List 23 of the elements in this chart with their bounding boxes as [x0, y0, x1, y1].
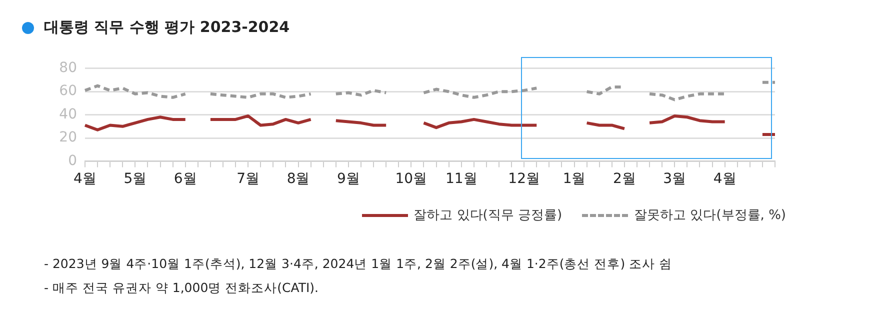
legend-label: 잘하고 있다(직무 긍정률) — [414, 207, 562, 224]
text: - 2023년 9월 4주·10월 1주(추석), 12월 3·4주, 2024년 1월 1주, 2월 2주(설), 4월 1·2주(총선 전후) 조사 쉼 — [44, 255, 672, 273]
x-tick-label: 4월 — [713, 171, 736, 188]
x-tick-label: 1월 — [562, 171, 586, 188]
x-tick-label: 12월 — [508, 171, 540, 188]
y-tick-label: 20 — [59, 130, 77, 146]
x-tick-label: 4월 — [74, 171, 96, 188]
x-tick-label: 6월 — [174, 171, 197, 188]
x-tick-label: 7월 — [236, 171, 260, 188]
x-tick-label: 8월 — [286, 171, 310, 188]
text: - 매주 전국 유권자 약 1,000명 전화조사(CATI). — [44, 279, 320, 297]
x-tick-label: 11월 — [445, 171, 478, 188]
x-tick-label: 9월 — [336, 171, 360, 188]
y-tick-label: 40 — [59, 106, 77, 122]
chart-title: 대통령 직무 수행 평가 2023-2024 — [44, 18, 290, 37]
x-tick-label: 5월 — [124, 171, 147, 188]
y-tick-label: 60 — [59, 83, 77, 100]
x-tick-label: 3월 — [663, 171, 686, 188]
legend-label: 잘못하고 있다(부정률, %) — [634, 207, 786, 224]
y-tick-label: 0 — [68, 152, 77, 169]
x-tick-label: 2월 — [612, 171, 636, 188]
x-tick-label: 10월 — [395, 171, 428, 188]
y-tick-label: 80 — [59, 60, 77, 76]
